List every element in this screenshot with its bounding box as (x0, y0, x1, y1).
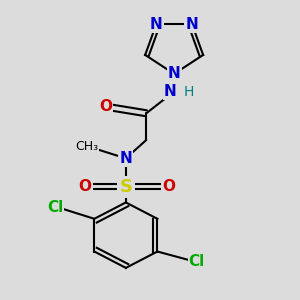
Text: Cl: Cl (188, 254, 205, 269)
Text: N: N (186, 17, 198, 32)
Text: S: S (119, 178, 132, 196)
Text: H: H (184, 85, 194, 99)
Text: N: N (168, 66, 181, 81)
Text: O: O (79, 179, 92, 194)
Text: CH₃: CH₃ (75, 140, 98, 153)
Text: N: N (119, 151, 132, 166)
Text: N: N (164, 84, 177, 99)
Text: O: O (162, 179, 175, 194)
Text: N: N (150, 17, 163, 32)
Text: O: O (99, 99, 112, 114)
Text: Cl: Cl (47, 200, 63, 214)
